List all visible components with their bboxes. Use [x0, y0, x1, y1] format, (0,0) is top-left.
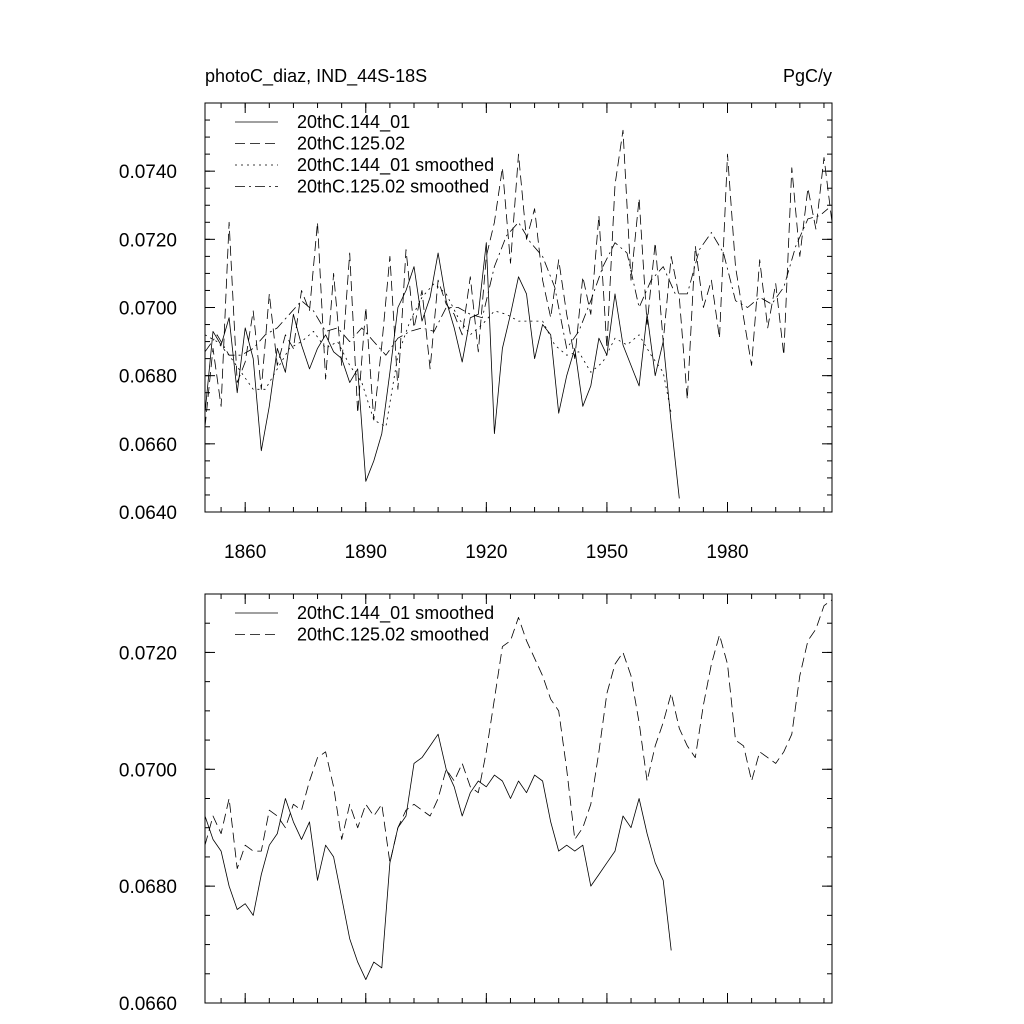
legend-label: 20thC.144_01 [297, 112, 410, 133]
series-line-0 [204, 733, 672, 980]
y-tick-label: 0.0700 [119, 760, 177, 781]
x-tick-label: 1980 [706, 542, 748, 563]
legend-label: 20thC.125.02 smoothed [297, 177, 489, 197]
series-line-1 [204, 599, 833, 869]
series-line-0 [204, 242, 680, 499]
y-tick-label: 0.0720 [119, 230, 177, 251]
bottom-panel: 0.0660 0.0680 0.0700 0.0720 20thC.144_01 smo… [119, 593, 833, 1015]
series-line-3 [204, 208, 829, 356]
chart-title: photoC_diaz, IND_44S-18S [205, 66, 427, 87]
y-tick-label: 0.0660 [119, 994, 177, 1015]
units-label: PgC/y [783, 66, 832, 86]
legend-label: 20thC.125.02 smoothed [297, 625, 489, 645]
y-tick-label: 0.0660 [119, 435, 177, 456]
y-tick-label: 0.0640 [119, 503, 177, 524]
legend-label: 20thC.144_01 smoothed [297, 603, 494, 624]
y-tick-label: 0.0680 [119, 367, 177, 388]
series-line-1 [204, 129, 833, 427]
x-tick-label: 1950 [586, 542, 628, 563]
x-tick-label: 1890 [345, 542, 387, 563]
y-tick-label: 0.0740 [119, 162, 177, 183]
y-tick-label: 0.0680 [119, 877, 177, 898]
plot-frame [204, 593, 833, 1004]
y-tick-label: 0.0720 [119, 643, 177, 664]
y-tick-label: 0.0700 [119, 299, 177, 320]
series-line-2 [204, 283, 672, 428]
legend-label: 20thC.144_01 smoothed [297, 155, 494, 176]
x-tick-label: 1920 [465, 542, 507, 563]
x-tick-label: 1860 [224, 542, 266, 563]
legend-label: 20thC.125.02 [297, 134, 405, 154]
top-panel: photoC_diaz, IND_44S-18S PgC/y 0.0640 0.066… [119, 66, 833, 563]
